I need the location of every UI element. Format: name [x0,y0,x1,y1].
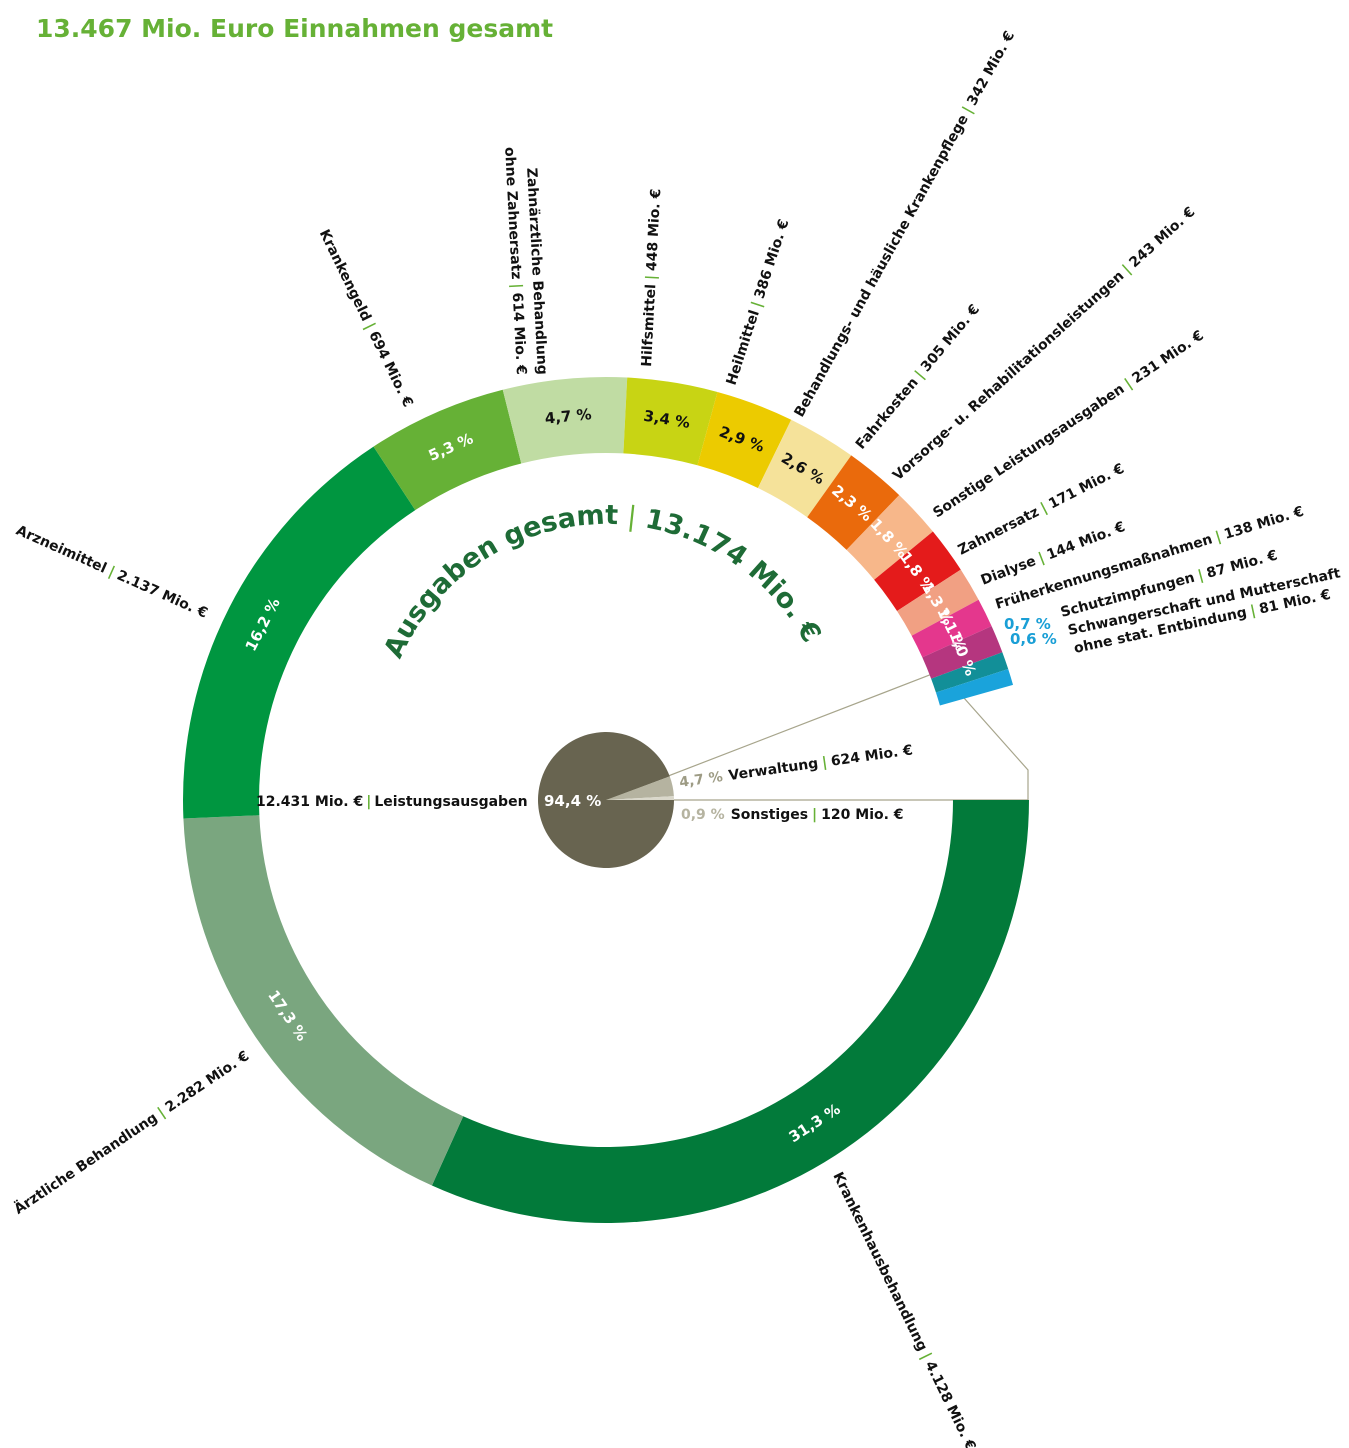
sonstiges-label: 0,9 % Sonstiges | 120 Mio. € [681,807,904,823]
ring-slice-dialyse [911,599,992,658]
outer-label-krankengeld: Krankengeld|694 Mio. € [316,227,416,410]
ring-slice-sonstige-leistungsausgaben [874,531,961,612]
ring-slice-hilfsmittel [623,377,718,466]
outer-label-arztliche-behandlung: Ärztliche Behandlung|2.282 Mio. € [11,1047,252,1218]
outer-label-zahnarztliche-behandlung-line2: ohne Zahnersatz|614 Mio. € [501,147,529,376]
ring-slice-schwangerschaft-und-mutterschaft [935,668,1014,706]
subtitle-income-total: 13.467 Mio. Euro Einnahmen gesamt [36,14,554,43]
ring-slice-krankenhausbehandlung [431,800,1030,1223]
ring-slice-schutzimpfungen [931,652,1009,693]
outer-label-hilfsmittel: Hilfsmittel|448 Mio. € [639,188,664,367]
ring-slice-zahnersatz [897,569,979,636]
ring-slice-arzneimittel [182,446,416,819]
inner-labels: 12.431 Mio. € | Leistungsausgaben 94,4 % 4… [256,742,914,823]
outer-label-heilmittel: Heilmittel|386 Mio. € [724,217,793,387]
outer-label-krankenhausbehandlung: Krankenhausbehandlung|4.128 Mio. € [829,1170,978,1448]
leistungsausgaben-pct-label: 94,4 % [544,792,601,810]
inner-pie-slice-leistungsausgaben [538,732,674,869]
ring-pct-zahnarztliche-behandlung: 4,7 % [544,405,592,428]
center-title: Ausgaben gesamt | 13.174 Mio. € [378,500,827,663]
ring-slices [182,376,1030,1223]
connector-wedge [605,670,1029,801]
outer-label-behandlungs-und-hausliche-krankenpflege: Behandlungs- und häusliche Krankenpflege… [792,29,1019,420]
ring-slice-heilmittel [697,391,792,489]
inner-pie-slice-sonstiges [606,796,674,800]
ring-pct-schutzimpfungen: 0,7 % [1004,615,1051,633]
ring-slice-krankengeld [373,389,522,511]
outer-label-arzneimittel: Arzneimittel|2.137 Mio. € [14,523,210,622]
ring-slice-vorsorge-u-rehabilitationsleistungen [846,495,933,580]
ring-pct-schwangerschaft-und-mutterschaft: 0,6 % [1010,630,1057,648]
ring-slice-arztliche-behandlung [183,815,464,1186]
ring-slice-behandlungs-und-hausliche-krankenpflege [757,419,852,518]
ring-slice-fahrkosten [807,455,900,550]
ring-slice-zahnarztliche-behandlung [502,376,628,464]
outer-label-fahrkosten: Fahrkosten|305 Mio. € [853,302,983,453]
leistungsausgaben-value-label: 12.431 Mio. € | Leistungsausgaben [256,794,528,810]
inner-pie [538,732,674,869]
inner-pie-slice-verwaltung [606,776,674,800]
ring-slice-fruherkennungsma-nahmen [922,626,1003,679]
